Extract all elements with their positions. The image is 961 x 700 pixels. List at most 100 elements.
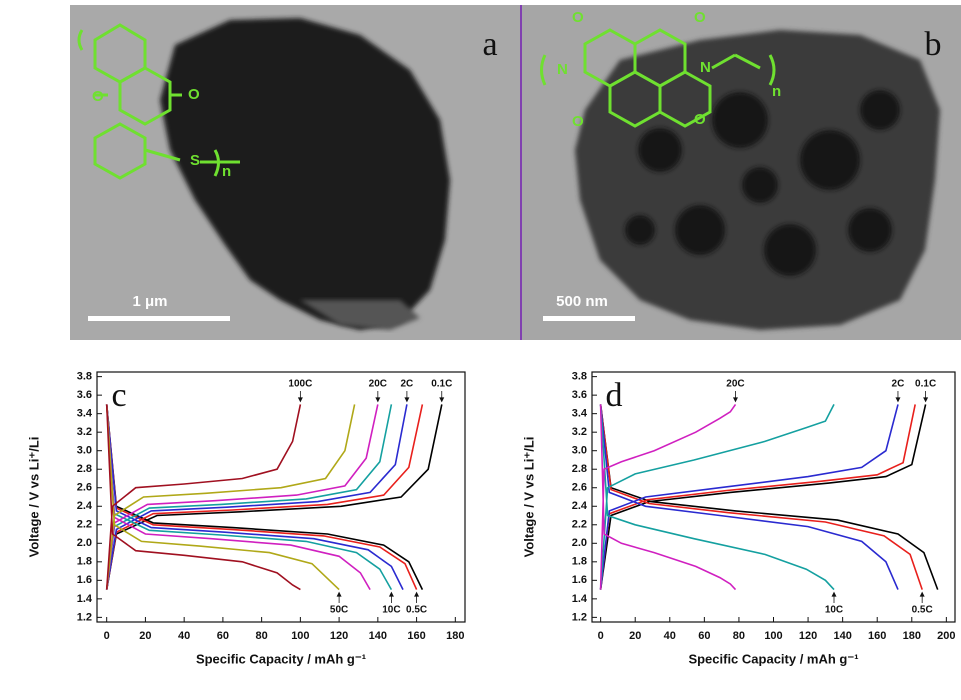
x-tick-label: 0 — [598, 630, 604, 642]
x-tick-label: 60 — [698, 630, 710, 642]
y-tick-label: 2.2 — [77, 519, 92, 531]
x-tick-label: 40 — [178, 630, 190, 642]
structure — [540, 28, 776, 128]
arrow-head — [388, 591, 394, 597]
curve — [599, 404, 899, 590]
panel-label: a — [482, 26, 497, 63]
y-tick-label: 3.6 — [572, 389, 587, 401]
y-tick-label: 3.4 — [572, 408, 588, 420]
arrow-head — [439, 397, 445, 403]
x-tick-label: 20 — [139, 630, 151, 642]
x-tick-label: 160 — [407, 630, 425, 642]
y-tick-label: 1.6 — [572, 574, 587, 586]
y-tick-label: 2.8 — [77, 463, 92, 475]
x-tick-label: 140 — [833, 630, 851, 642]
x-tick-label: 160 — [868, 630, 886, 642]
arrow-head — [336, 591, 342, 597]
x-tick-label: 60 — [217, 630, 229, 642]
scale-bar — [543, 316, 635, 321]
curve — [105, 404, 379, 591]
arrow-head — [732, 397, 738, 403]
y-tick-label: 3.0 — [572, 445, 587, 457]
y-tick-label: 1.2 — [77, 611, 92, 623]
curve — [105, 404, 302, 591]
y-tick-label: 2.6 — [77, 482, 92, 494]
scale-bar-label: 500 nm — [556, 293, 608, 310]
x-tick-label: 40 — [664, 630, 676, 642]
curve-label: 10C — [825, 605, 843, 616]
y-tick-label: 3.2 — [572, 426, 587, 438]
atom-label: O — [572, 113, 584, 130]
atom-label: O — [188, 86, 200, 103]
curve-label: 2C — [400, 379, 413, 390]
x-tick-label: 120 — [799, 630, 817, 642]
x-tick-label: 100 — [764, 630, 782, 642]
x-tick-label: 0 — [104, 630, 110, 642]
y-tick-label: 1.4 — [77, 593, 93, 605]
curve-label: 0.1C — [431, 379, 452, 390]
curve — [599, 404, 835, 591]
curve — [599, 403, 737, 591]
y-tick-label: 2.4 — [572, 500, 588, 512]
x-tick-label: 180 — [446, 630, 464, 642]
x-tick-label: 140 — [369, 630, 387, 642]
x-tick-label: 100 — [291, 630, 309, 642]
particle — [160, 18, 450, 330]
arrow-head — [414, 591, 420, 597]
panel-label: c — [111, 377, 126, 414]
plot-frame — [96, 371, 466, 623]
y-tick-label: 3.8 — [77, 371, 92, 383]
curve-label: 2C — [892, 379, 905, 390]
x-axis-title: Specific Capacity / mAh g⁻¹ — [688, 651, 858, 666]
tem-panel-a: a 1 μm O O S n — [70, 5, 520, 340]
y-tick-label: 2.0 — [77, 537, 92, 549]
y-tick-label: 1.4 — [572, 593, 588, 605]
curve-label: 0.5C — [912, 605, 933, 616]
curve-label: 20C — [726, 379, 744, 390]
y-tick-label: 2.4 — [77, 500, 93, 512]
x-axis-title: Specific Capacity / mAh g⁻¹ — [196, 651, 366, 666]
x-tick-label: 200 — [937, 630, 955, 642]
y-tick-label: 3.4 — [77, 408, 93, 420]
panel-label: d — [606, 377, 623, 414]
y-tick-label: 3.2 — [77, 426, 92, 438]
tem-panel-b: b 500 nm O O N N O O n — [522, 5, 961, 340]
x-tick-label: 20 — [629, 630, 641, 642]
x-tick-label: 180 — [903, 630, 921, 642]
y-tick-label: 3.6 — [77, 389, 92, 401]
y-tick-label: 1.6 — [77, 574, 92, 586]
y-tick-label: 1.8 — [77, 556, 92, 568]
x-tick-label: 80 — [256, 630, 268, 642]
scale-bar-label: 1 μm — [132, 293, 167, 310]
curve — [105, 404, 393, 590]
curve-label: 0.1C — [915, 379, 936, 390]
arrow-head — [919, 591, 925, 597]
dark-domains — [625, 90, 900, 276]
arrow-head — [923, 397, 929, 403]
arrow-head — [375, 397, 381, 403]
curve — [105, 404, 356, 591]
y-tick-label: 2.6 — [572, 482, 587, 494]
y-tick-label: 2.8 — [572, 463, 587, 475]
atom-label: n — [772, 83, 781, 100]
structure — [77, 23, 240, 180]
atom-label: n — [222, 163, 231, 180]
atom-label: N — [557, 61, 568, 78]
curve — [599, 404, 923, 590]
y-tick-label: 2.2 — [572, 519, 587, 531]
y-tick-label: 1.8 — [572, 556, 587, 568]
particle-edge — [300, 300, 420, 330]
panel-label: b — [925, 26, 942, 63]
arrow-head — [831, 591, 837, 597]
atom-label: O — [92, 88, 104, 105]
curve-label: 50C — [330, 605, 348, 616]
arrow-head — [297, 397, 303, 403]
y-tick-label: 1.2 — [572, 611, 587, 623]
atom-label: O — [694, 111, 706, 128]
x-tick-label: 80 — [733, 630, 745, 642]
arrow-head — [404, 397, 410, 403]
y-tick-label: 3.8 — [572, 371, 587, 383]
curve-label: 20C — [369, 379, 387, 390]
curve — [105, 404, 408, 590]
